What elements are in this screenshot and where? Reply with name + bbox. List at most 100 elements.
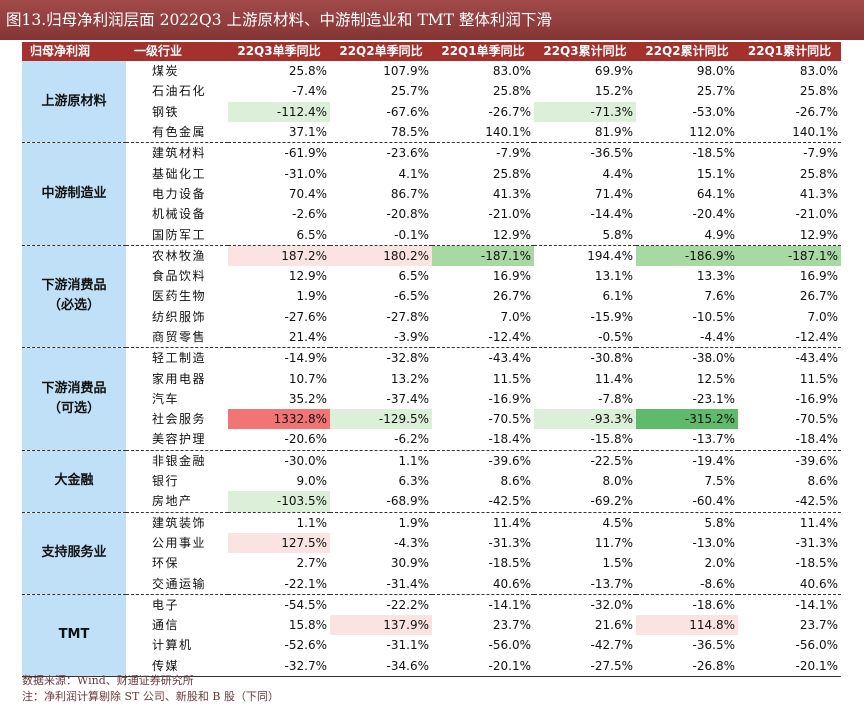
- header-cell: 归母净利润: [22, 42, 126, 61]
- value-cell: 4.1%: [398, 166, 430, 181]
- value-cell: 70.4%: [288, 186, 327, 201]
- table-row: 钢铁 -112.4% -67.6% -26.7% -71.3% -53.0% -26.7%: [22, 101, 841, 122]
- value-cell: -54.5%: [284, 597, 327, 612]
- group-label: 下游消费品 （必选）: [22, 245, 126, 349]
- value-cell: 16.9%: [799, 269, 838, 284]
- value-cell: 11.4%: [594, 371, 633, 386]
- value-cell: 78.5%: [330, 121, 432, 144]
- industry-name: 煤炭: [152, 64, 180, 79]
- industry-name: 食品饮料: [152, 269, 207, 284]
- industry-name: 非银金融: [152, 453, 207, 468]
- value-cell: -12.4%: [738, 326, 841, 349]
- industry-name: 纺织服饰: [152, 309, 207, 324]
- header-cell: 22Q2累计同比: [636, 42, 738, 61]
- industry-name: 计算机: [152, 638, 193, 653]
- table-row: 家用电器 10.7% 13.2% 11.5% 11.4% 12.5% 11.5%: [22, 368, 841, 388]
- value-cell: 15.1%: [696, 166, 735, 181]
- value-cell: -18.4%: [432, 429, 534, 451]
- value-cell: 8.0%: [602, 474, 634, 489]
- value-cell: 12.5%: [696, 371, 735, 386]
- source-note: 数据来源：Wind、财通证券研究所: [22, 674, 194, 687]
- value-cell: 7.5%: [704, 474, 736, 489]
- value-cell: -31.3%: [795, 535, 838, 550]
- value-cell: -3.9%: [330, 326, 432, 349]
- table-row: 社会服务 1332.8% -129.5% -70.5% -93.3% -315.2% -70…: [22, 409, 841, 430]
- value-cell: 4.9%: [636, 224, 738, 246]
- value-cell: -38.0%: [692, 351, 735, 366]
- value-cell: 2.7%: [296, 556, 328, 571]
- value-cell: -14.1%: [488, 597, 531, 612]
- industry-name: 建筑装饰: [152, 515, 207, 530]
- value-cell: -30.0%: [284, 453, 327, 468]
- value-cell: -18.6%: [692, 597, 735, 612]
- value-cell: -27.8%: [386, 309, 429, 324]
- value-cell: 35.2%: [288, 391, 327, 406]
- value-cell: -18.5%: [488, 556, 531, 571]
- value-cell: 25.8%: [492, 166, 531, 181]
- value-cell: -18.5%: [795, 556, 838, 571]
- value-cell: 25.8%: [492, 84, 531, 99]
- value-cell: -67.6%: [386, 104, 429, 119]
- value-cell: 11.4%: [799, 515, 838, 530]
- value-cell: -60.4%: [636, 491, 738, 513]
- value-cell: -71.3%: [534, 101, 636, 122]
- value-cell: -112.4%: [228, 101, 330, 122]
- value-cell: 64.1%: [696, 186, 735, 201]
- value-cell: -27.6%: [284, 309, 327, 324]
- group-label: 上游原材料: [22, 61, 126, 144]
- value-cell: 23.7%: [492, 618, 531, 633]
- table-row: 房地产 -103.5% -68.9% -42.5% -69.2% -60.4% -42.5%: [22, 491, 841, 513]
- industry-name: 医药生物: [152, 289, 207, 304]
- value-cell: 41.3%: [492, 186, 531, 201]
- value-cell: -70.5%: [795, 412, 838, 427]
- header-cell: 22Q1累计同比: [738, 42, 841, 61]
- table-row: 美容护理 -20.6% -6.2% -18.4% -15.8% -13.7% -18.4%: [22, 429, 841, 451]
- value-cell: -13.0%: [692, 535, 735, 550]
- industry-name: 电子: [152, 597, 180, 612]
- industry-name: 电力设备: [152, 186, 207, 201]
- value-cell: 21.4%: [228, 326, 330, 349]
- value-cell: 25.8%: [288, 64, 327, 79]
- table-row: 汽车 35.2% -37.4% -16.9% -7.8% -23.1% -16.9%: [22, 389, 841, 409]
- value-cell: 83.0%: [799, 64, 838, 79]
- group-label: 支持服务业: [22, 512, 126, 595]
- value-cell: -129.5%: [330, 409, 432, 430]
- value-cell: -43.4%: [795, 351, 838, 366]
- value-cell: -42.7%: [590, 638, 633, 653]
- value-cell: -34.6%: [330, 655, 432, 677]
- value-cell: 5.8%: [534, 224, 636, 246]
- value-cell: -15.8%: [534, 429, 636, 451]
- value-cell: -0.5%: [534, 326, 636, 349]
- group-label: 下游消费品 （可选）: [22, 347, 126, 451]
- table-row: 电力设备 70.4% 86.7% 41.3% 71.4% 64.1% 41.3%: [22, 184, 841, 204]
- value-cell: 25.7%: [696, 84, 735, 99]
- value-cell: 13.3%: [696, 269, 735, 284]
- value-cell: 7.6%: [704, 289, 736, 304]
- industry-name: 社会服务: [152, 412, 207, 427]
- page-title: 图13.归母净利润层面 2022Q3 上游原材料、中游制造业和 TMT 整体利润…: [0, 0, 864, 40]
- value-cell: 4.4%: [602, 166, 634, 181]
- value-cell: 8.6%: [807, 474, 839, 489]
- value-cell: 6.1%: [602, 289, 634, 304]
- value-cell: -70.5%: [488, 412, 531, 427]
- value-cell: -7.9%: [496, 146, 531, 161]
- table-row: 医药生物 1.9% -6.5% 26.7% 6.1% 7.6% 26.7%: [22, 286, 841, 306]
- value-cell: -20.1%: [738, 655, 841, 677]
- value-cell: -18.5%: [692, 146, 735, 161]
- table-body: 上游原材料 煤炭 25.8% 107.9% 83.0% 69.9% 98.0% 83.0% 石油…: [22, 61, 841, 677]
- value-cell: -187.1%: [738, 245, 841, 266]
- group-label: TMT: [22, 594, 126, 677]
- value-cell: -7.9%: [803, 146, 838, 161]
- value-cell: -23.1%: [692, 391, 735, 406]
- value-cell: 71.4%: [594, 186, 633, 201]
- value-cell: 11.5%: [799, 371, 838, 386]
- value-cell: 1.1%: [398, 453, 430, 468]
- value-cell: -186.9%: [636, 245, 738, 266]
- value-cell: 26.7%: [799, 289, 838, 304]
- value-cell: 23.7%: [799, 618, 838, 633]
- value-cell: -16.9%: [488, 391, 531, 406]
- industry-name: 国防军工: [126, 224, 228, 246]
- value-cell: -26.8%: [636, 655, 738, 677]
- value-cell: -36.5%: [590, 146, 633, 161]
- table-row: 有色金属 37.1% 78.5% 140.1% 81.9% 112.0% 140.1%: [22, 121, 841, 144]
